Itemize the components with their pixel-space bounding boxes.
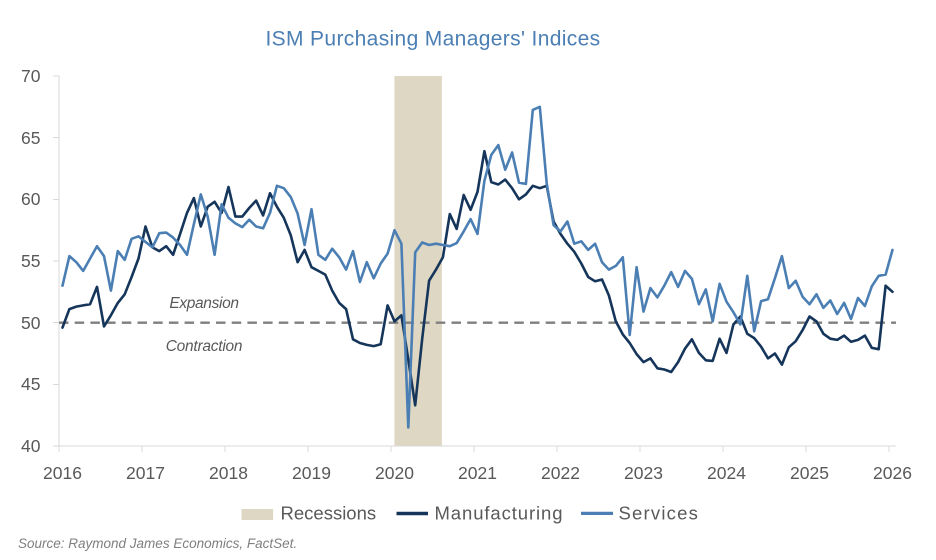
svg-text:2025: 2025 xyxy=(790,463,829,483)
svg-text:60: 60 xyxy=(21,189,41,209)
svg-text:65: 65 xyxy=(21,128,40,148)
svg-text:Services: Services xyxy=(619,503,700,524)
svg-text:50: 50 xyxy=(21,313,41,333)
svg-text:2023: 2023 xyxy=(624,463,663,483)
svg-text:55: 55 xyxy=(21,251,40,271)
svg-text:ISM Purchasing Managers' Indic: ISM Purchasing Managers' Indices xyxy=(265,28,600,51)
svg-text:2021: 2021 xyxy=(458,463,497,483)
svg-text:Source: Raymond James Economic: Source: Raymond James Economics, FactSet… xyxy=(18,536,297,551)
svg-text:Contraction: Contraction xyxy=(166,338,243,355)
svg-text:45: 45 xyxy=(21,374,40,394)
svg-text:Recessions: Recessions xyxy=(281,503,377,524)
svg-text:Manufacturing: Manufacturing xyxy=(435,503,564,524)
svg-text:2019: 2019 xyxy=(292,463,331,483)
svg-text:2018: 2018 xyxy=(209,463,248,483)
svg-text:2017: 2017 xyxy=(126,463,165,483)
svg-text:2016: 2016 xyxy=(43,463,82,483)
svg-text:Expansion: Expansion xyxy=(169,295,238,312)
svg-text:2022: 2022 xyxy=(541,463,580,483)
svg-text:40: 40 xyxy=(21,436,41,456)
svg-text:2020: 2020 xyxy=(375,463,414,483)
svg-text:2026: 2026 xyxy=(873,463,912,483)
svg-text:2024: 2024 xyxy=(707,463,746,483)
svg-text:70: 70 xyxy=(21,66,41,86)
